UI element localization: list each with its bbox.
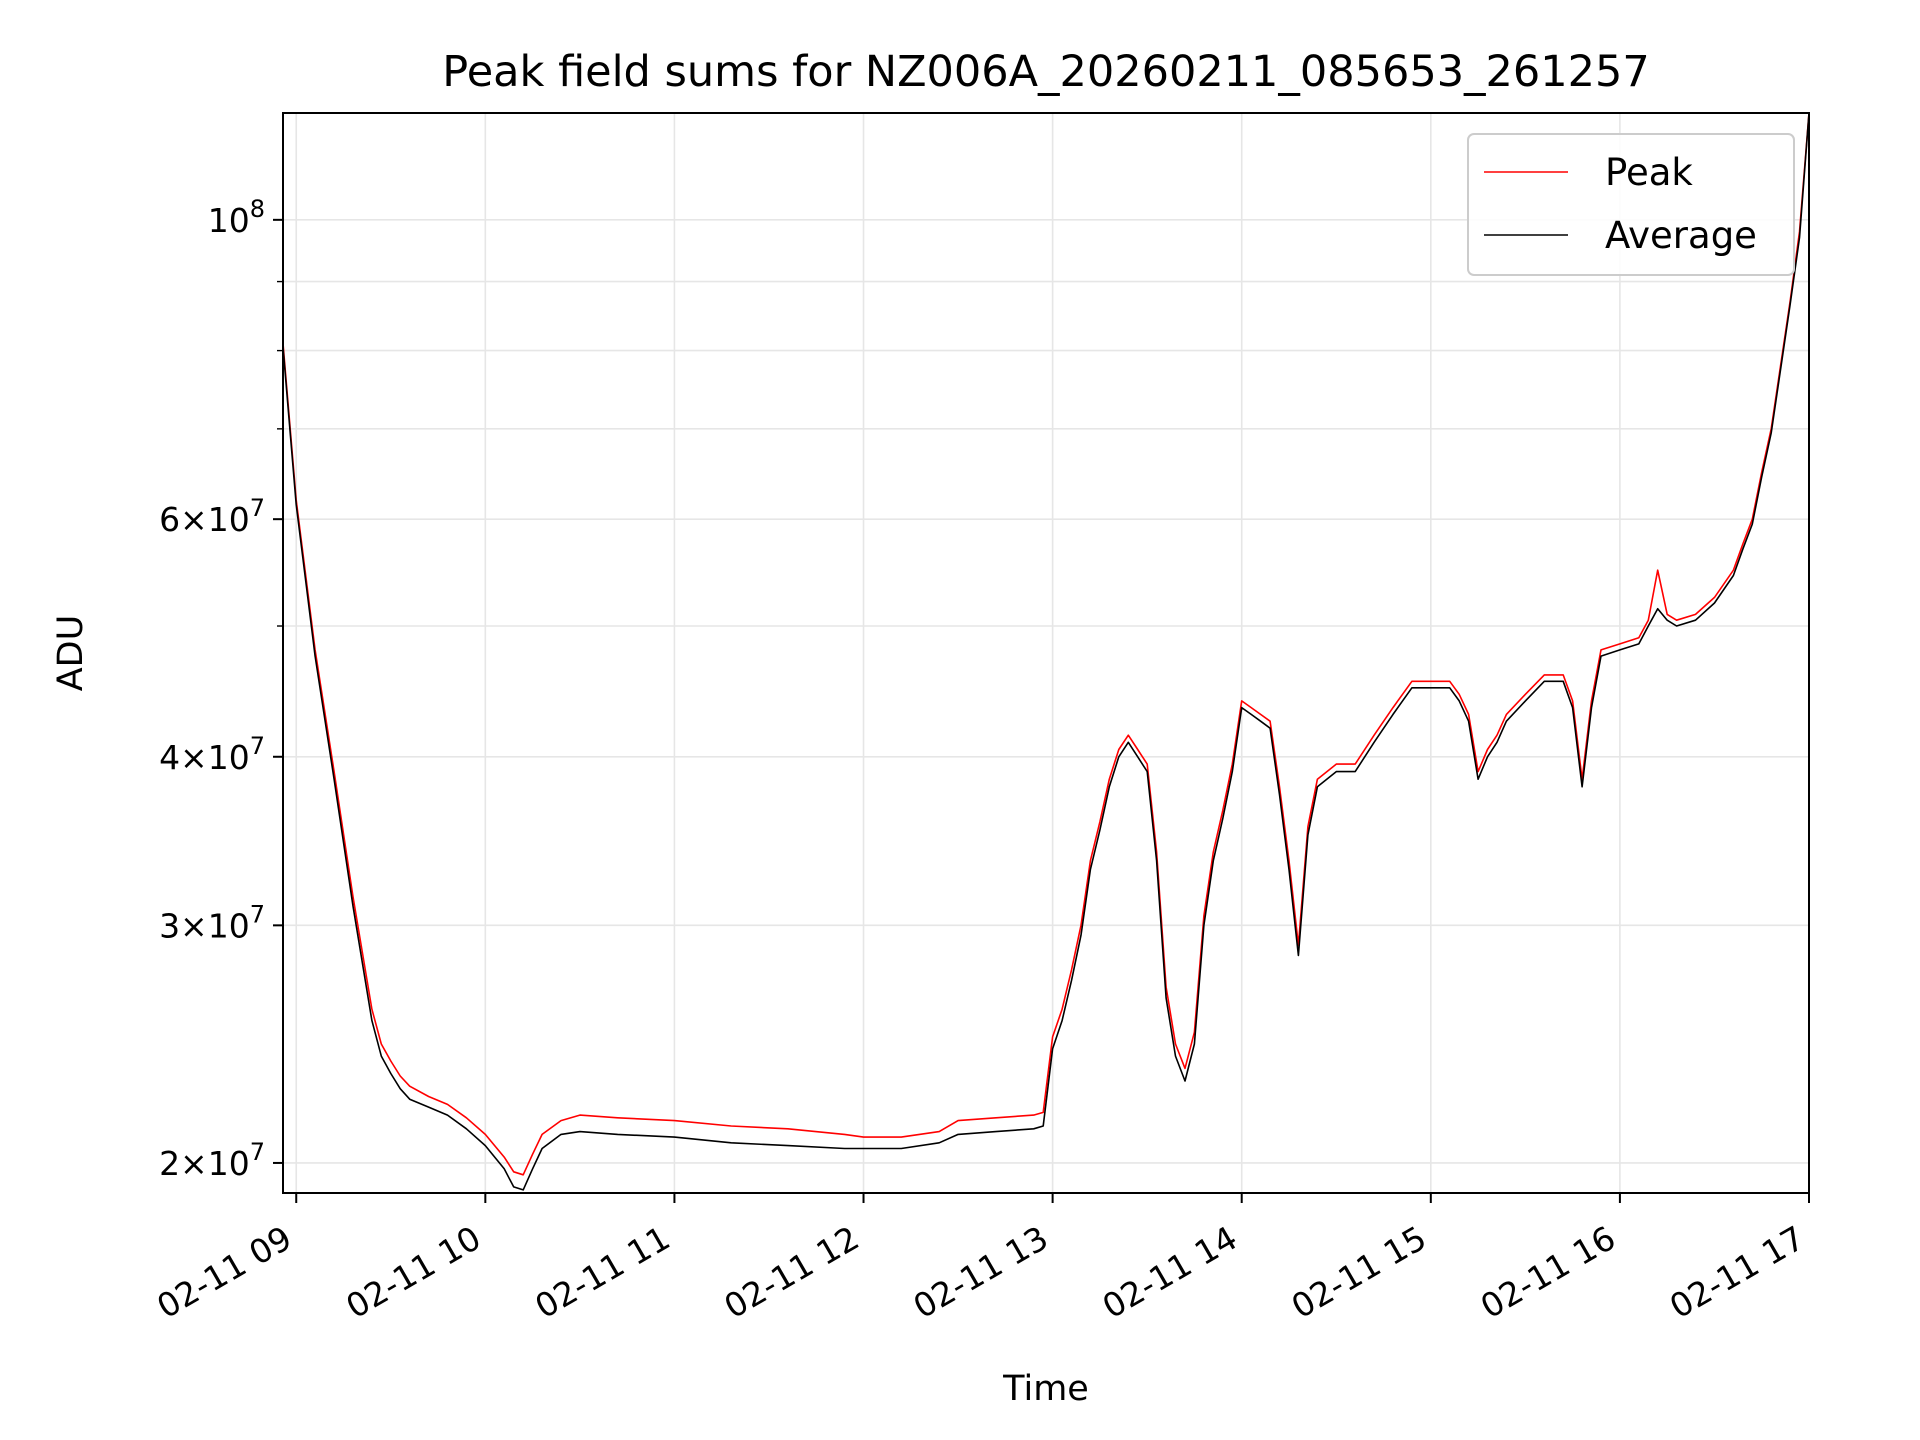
- plot-frame: [282, 112, 1810, 1194]
- legend-label-average: Average: [1605, 214, 1757, 257]
- x-axis-label: Time: [1002, 1369, 1089, 1409]
- legend-box: [1467, 133, 1795, 276]
- y-tick-label: 4×107: [159, 732, 265, 777]
- legend-label-peak: Peak: [1605, 151, 1693, 194]
- y-tick-label: 108: [208, 195, 265, 240]
- y-tick-label: 6×107: [159, 494, 265, 539]
- y-axis-label: ADU: [51, 615, 91, 692]
- chart-title: Peak field sums for NZ006A_20260211_0856…: [442, 47, 1649, 97]
- series-layer: [282, 112, 1810, 1191]
- y-tick-label: 2×107: [159, 1138, 265, 1183]
- y-tick-label: 3×107: [159, 900, 265, 945]
- legend: Peak Average: [1467, 133, 1795, 276]
- series-line-peak: [282, 112, 1810, 1176]
- series-line-average: [282, 112, 1810, 1191]
